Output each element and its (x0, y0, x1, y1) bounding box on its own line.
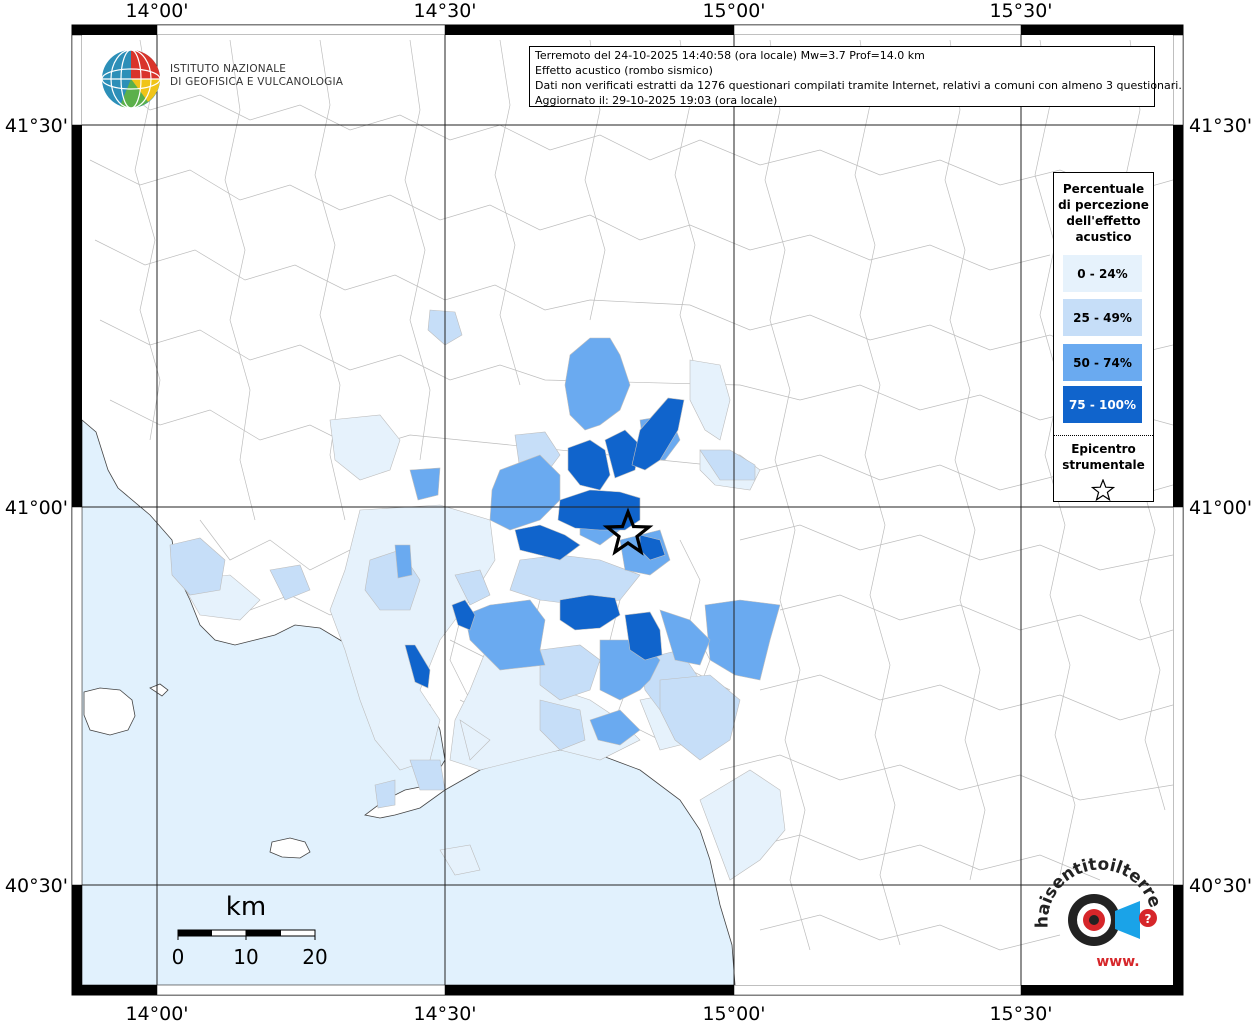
legend-epicenter-line1: Epicentro (1071, 442, 1136, 456)
top-label-4: 15°30' (989, 0, 1052, 22)
legend-item-50-74: 50 - 74% (1063, 344, 1142, 381)
header-line-effect: Effetto acustico (rombo sismico) (535, 64, 713, 77)
legend-epicenter-label: Epicentro strumentale (1054, 441, 1153, 473)
watermark-www: www. (1096, 954, 1139, 970)
svg-text:?: ? (1145, 912, 1152, 926)
legend-title-line2: di percezione (1058, 198, 1149, 212)
legend-title: Percentuale di percezione dell'effetto a… (1054, 181, 1153, 245)
axis-labels: 14°00' 14°30' 15°00' 15°30' 14°00' 14°30… (5, 0, 1252, 1025)
right-label-3: 40°30' (1189, 875, 1252, 897)
scale-bar: km 0 10 20 (172, 892, 328, 969)
bottom-label-4: 15°30' (989, 1003, 1052, 1024)
ingv-logo (100, 48, 162, 114)
scale-tick-0: 0 (172, 945, 185, 969)
graticule (82, 35, 1173, 985)
legend-title-line4: acustico (1075, 230, 1132, 244)
star-outline-icon (1090, 478, 1116, 505)
scale-tick-20: 20 (302, 945, 327, 969)
legend-item-25-49: 25 - 49% (1063, 299, 1142, 336)
percent-75-100-areas (404, 397, 685, 689)
legend-separator (1054, 435, 1153, 436)
ingv-name-line1: ISTITUTO NAZIONALE (170, 63, 287, 75)
scale-unit: km (226, 892, 266, 922)
header-line-event: Terremoto del 24-10-2025 14:40:58 (ora l… (535, 49, 925, 62)
scale-tick-10: 10 (233, 945, 258, 969)
right-label-2: 41°00' (1189, 497, 1252, 519)
map-header: Terremoto del 24-10-2025 14:40:58 (ora l… (529, 46, 1182, 107)
island-capri (269, 837, 311, 859)
left-label-2: 41°00' (5, 497, 68, 519)
percent-50-74-areas (394, 337, 781, 746)
right-label-1: 41°30' (1189, 115, 1252, 137)
legend-title-line1: Percentuale (1062, 182, 1145, 196)
header-line-updated: Aggiornato il: 29-10-2025 19:03 (ora loc… (535, 94, 778, 107)
legend-item-0-24: 0 - 24% (1063, 255, 1142, 292)
haisentito-logo: haisentitoilterremoto.it ? www. (1021, 841, 1170, 985)
top-label-3: 15°00' (702, 0, 765, 22)
left-label-3: 40°30' (5, 875, 68, 897)
island-ischia (83, 687, 136, 736)
header-line-data: Dati non verificati estratti da 1276 que… (535, 79, 1182, 92)
top-label-1: 14°00' (125, 0, 188, 22)
legend-item-75-100: 75 - 100% (1063, 386, 1142, 423)
ingv-name-line2: DI GEOFISICA E VULCANOLOGIA (170, 76, 344, 88)
bottom-label-1: 14°00' (125, 1003, 188, 1024)
legend-title-line3: dell'effetto (1066, 214, 1141, 228)
legend: Percentuale di percezione dell'effetto a… (1053, 172, 1154, 502)
ingv-name: ISTITUTO NAZIONALE DI GEOFISICA E VULCAN… (170, 63, 343, 89)
left-label-1: 41°30' (5, 115, 68, 137)
legend-epicenter-line2: strumentale (1062, 458, 1145, 472)
epicenter-star-icon (602, 507, 654, 556)
bottom-label-2: 14°30' (413, 1003, 476, 1024)
bottom-label-3: 15°00' (702, 1003, 765, 1024)
top-label-2: 14°30' (413, 0, 476, 22)
